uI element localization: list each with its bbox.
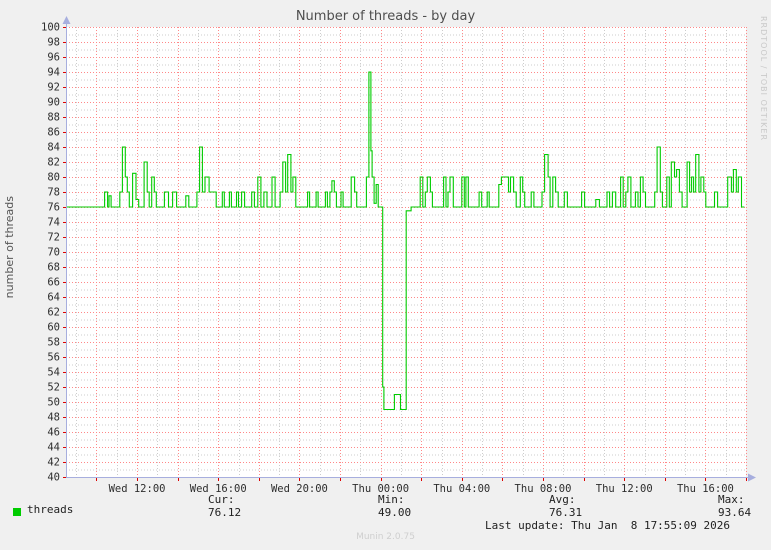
y-tick-label: 62: [47, 307, 60, 319]
y-tick-label: 66: [47, 277, 60, 289]
stat-avg-label: Avg:: [549, 493, 576, 506]
y-axis-arrow: [62, 16, 71, 24]
x-tick-label: Thu 16:00: [677, 483, 734, 495]
y-tick-label: 42: [47, 457, 60, 469]
y-tick-label: 88: [47, 112, 60, 124]
y-tick-label: 48: [47, 412, 60, 424]
stat-min-label: Min:: [378, 493, 405, 506]
stat-min-value: 49.00: [378, 506, 412, 519]
x-tick-label: Thu 08:00: [515, 483, 572, 495]
axis-tick-marks: [63, 27, 747, 481]
x-tick-label: Wed 16:00: [190, 483, 247, 495]
y-tick-label: 68: [47, 262, 60, 274]
y-tick-label: 70: [47, 247, 60, 259]
y-tick-label: 94: [47, 67, 60, 79]
last-update: Last update: Thu Jan 8 17:55:09 2026: [485, 519, 731, 532]
stat-max-label: Max:: [718, 493, 745, 506]
stat-avg-value: 76.31: [549, 506, 583, 519]
x-tick-label: Wed 12:00: [109, 483, 166, 495]
x-axis-arrow: [748, 473, 756, 482]
y-tick-label: 80: [47, 172, 60, 184]
stat-max-value: 93.64: [718, 506, 752, 519]
y-tick-label: 92: [47, 82, 60, 94]
rrdtool-watermark: RRDTOOL / TOBI OETIKER: [759, 16, 768, 142]
y-tick-label: 90: [47, 97, 60, 109]
y-tick-label: 64: [47, 292, 60, 304]
y-tick-label: 54: [47, 367, 60, 379]
x-tick-label: Thu 12:00: [596, 483, 653, 495]
y-tick-label: 98: [47, 37, 60, 49]
x-tick-label: Thu 04:00: [433, 483, 490, 495]
y-tick-label: 40: [47, 472, 60, 484]
legend-label: threads: [27, 503, 74, 516]
axis-lines: [66, 20, 751, 478]
y-tick-label: 46: [47, 427, 60, 439]
x-tick-label: Thu 00:00: [352, 483, 409, 495]
y-tick-label: 56: [47, 352, 60, 364]
y-tick-label: 86: [47, 127, 60, 139]
munin-version-watermark: Munin 2.0.75: [356, 532, 415, 542]
stat-cur-label: Cur:: [208, 493, 235, 506]
y-tick-label: 72: [47, 232, 60, 244]
legend-swatch: [13, 508, 21, 516]
threads-line: [66, 71, 745, 411]
y-tick-label: 100: [41, 22, 60, 34]
chart-title: Number of threads - by day: [295, 9, 476, 24]
y-tick-label: 84: [47, 142, 60, 154]
y-tick-label: 60: [47, 322, 60, 334]
y-tick-label: 76: [47, 202, 60, 214]
y-tick-label: 44: [47, 442, 60, 454]
y-tick-label: 96: [47, 52, 60, 64]
y-tick-label: 50: [47, 397, 60, 409]
y-tick-label: 82: [47, 157, 60, 169]
x-tick-label: Wed 20:00: [271, 483, 328, 495]
y-tick-label: 74: [47, 217, 60, 229]
y-tick-label: 52: [47, 382, 60, 394]
stat-cur-value: 76.12: [208, 506, 242, 519]
y-tick-label: 78: [47, 187, 60, 199]
y-tick-label: 58: [47, 337, 60, 349]
